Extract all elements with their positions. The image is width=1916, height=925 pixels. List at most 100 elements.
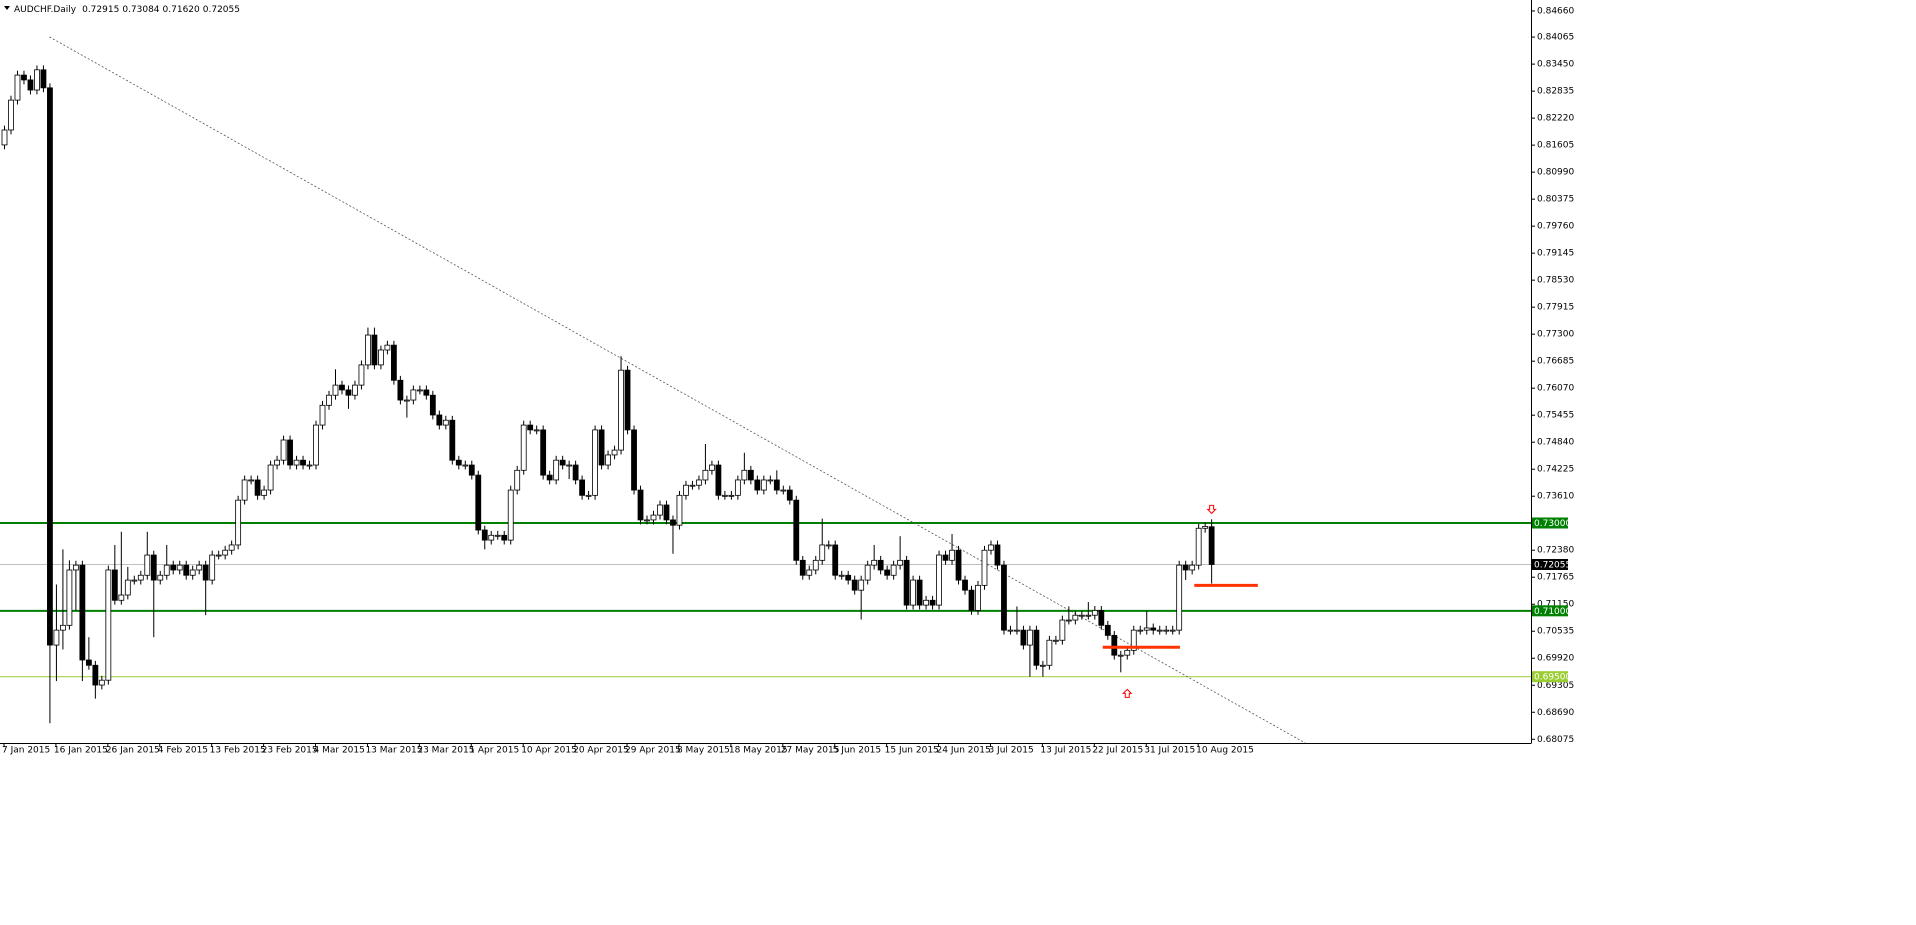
candle-body — [683, 484, 689, 496]
candle-body — [332, 384, 339, 396]
menu-triangle[interactable] — [4, 6, 10, 10]
candle-body — [585, 494, 592, 497]
candle-body — [624, 369, 631, 431]
y-tick-label: 0.80375 — [1537, 195, 1574, 205]
candle-body — [287, 439, 293, 466]
candle-body — [358, 364, 365, 386]
candle-body — [910, 579, 916, 606]
ohlc-low: 0.71620 — [163, 5, 200, 15]
y-tick-label: 0.69305 — [1537, 681, 1574, 691]
candle-body — [1007, 629, 1014, 632]
candle-body — [176, 564, 183, 571]
candle-body — [1208, 526, 1215, 565]
candle-body — [27, 79, 34, 91]
candle-body — [390, 344, 397, 381]
candle-body — [702, 469, 709, 481]
candle-body — [871, 559, 878, 566]
candle-body — [189, 569, 196, 576]
price-tag-label: 0.72055 — [1534, 560, 1571, 570]
candle-body — [897, 559, 904, 566]
x-tick-label: 27 May 2015 — [781, 746, 840, 756]
candle-body — [416, 389, 423, 392]
ohlc-high: 0.73084 — [122, 5, 159, 15]
candle-body — [118, 594, 125, 601]
y-tick-label: 0.84660 — [1537, 6, 1574, 16]
candle-body — [579, 479, 586, 496]
candle-body — [1117, 654, 1124, 657]
candle-body — [780, 489, 787, 492]
candle-body — [157, 574, 164, 581]
y-tick-label: 0.75455 — [1537, 411, 1574, 421]
candle-body — [1130, 629, 1137, 651]
symbol: AUDCHF.Daily — [14, 5, 77, 15]
candle-body — [254, 479, 261, 496]
candle-body — [793, 499, 800, 561]
candle-body — [754, 479, 761, 491]
candle-body — [1091, 609, 1098, 616]
candle-body — [1078, 614, 1085, 617]
candle-body — [715, 464, 722, 496]
y-tick-label: 0.77915 — [1537, 303, 1574, 313]
arrow-marker — [1206, 504, 1217, 515]
candle-body — [293, 459, 300, 466]
candle-body — [222, 549, 229, 556]
candle-body — [494, 534, 501, 537]
candle-body — [812, 559, 819, 571]
candle-body — [442, 419, 449, 426]
candle-body — [975, 584, 981, 611]
candle-body — [352, 384, 358, 396]
y-tick-label: 0.71765 — [1537, 573, 1574, 583]
candle-body — [163, 564, 170, 576]
candle-body — [1111, 635, 1118, 656]
x-tick-label: 10 Apr 2015 — [521, 746, 577, 756]
candle-body — [644, 519, 650, 522]
candle-body — [1046, 639, 1053, 666]
y-tick-label: 0.78530 — [1537, 276, 1574, 286]
candle-body — [378, 349, 384, 366]
candle-body — [261, 489, 268, 496]
price-tag-label: 0.73000 — [1534, 519, 1571, 529]
candle-body — [858, 579, 865, 591]
candle-body — [592, 429, 598, 496]
candle-body — [657, 504, 663, 516]
y-tick-label: 0.68075 — [1537, 735, 1574, 745]
y-tick-label: 0.77300 — [1537, 330, 1574, 340]
candle-body — [481, 529, 488, 541]
candle-body — [1014, 629, 1020, 632]
candle-body — [1182, 564, 1189, 571]
candle-body — [1040, 664, 1046, 667]
x-tick-label: 4 Feb 2015 — [158, 746, 208, 756]
candle-body — [124, 579, 131, 596]
candle-body — [559, 459, 566, 466]
candle-body — [1, 129, 8, 146]
candle-body — [1059, 619, 1066, 641]
x-tick-label: 22 Jul 2015 — [1092, 746, 1143, 756]
candle-body — [877, 559, 884, 571]
x-tick-label: 13 Jul 2015 — [1040, 746, 1091, 756]
candle-body — [618, 369, 624, 451]
x-tick-label: 8 May 2015 — [677, 746, 730, 756]
y-tick-label: 0.84065 — [1537, 33, 1574, 43]
candle-body — [98, 679, 105, 686]
candle-body — [721, 494, 728, 497]
candle-body — [1001, 564, 1007, 631]
candle-body — [747, 469, 754, 481]
candle-body — [34, 69, 40, 91]
candle-body — [202, 564, 209, 581]
candle-body — [475, 474, 482, 531]
candle-body — [968, 589, 975, 611]
candle-body — [955, 549, 962, 581]
candle-body — [936, 554, 942, 606]
candle-body — [696, 479, 702, 486]
x-tick-label: 16 Jan 2015 — [54, 746, 108, 756]
y-tick-label: 0.69920 — [1537, 654, 1574, 664]
candle-body — [988, 544, 994, 551]
candle-body — [53, 629, 60, 646]
candle-body — [319, 404, 326, 426]
candle-body — [806, 569, 813, 576]
candle-body — [462, 464, 469, 467]
y-tick-label: 0.76685 — [1537, 357, 1574, 367]
candle-body — [501, 534, 508, 541]
